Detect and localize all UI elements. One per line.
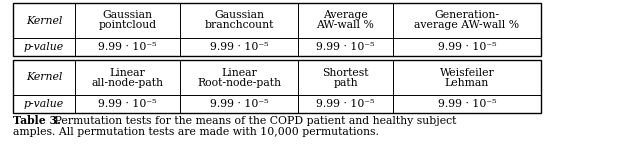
Text: amples. All permutation tests are made with 10,000 permutations.: amples. All permutation tests are made w…: [13, 127, 379, 137]
Text: 9.99 · 10⁻⁵: 9.99 · 10⁻⁵: [99, 42, 157, 52]
Text: pointcloud: pointcloud: [99, 20, 157, 31]
Text: 9.99 · 10⁻⁵: 9.99 · 10⁻⁵: [210, 42, 268, 52]
Text: Table 3.: Table 3.: [13, 115, 61, 126]
Text: p-value: p-value: [24, 99, 64, 109]
Text: Lehman: Lehman: [445, 78, 489, 88]
Text: 9.99 · 10⁻⁵: 9.99 · 10⁻⁵: [438, 99, 496, 109]
Text: Shortest: Shortest: [323, 68, 369, 78]
Text: average AW-wall %: average AW-wall %: [415, 20, 520, 31]
Text: p-value: p-value: [24, 42, 64, 52]
Text: all-node-path: all-node-path: [92, 78, 163, 88]
Text: 9.99 · 10⁻⁵: 9.99 · 10⁻⁵: [210, 99, 268, 109]
Text: 9.99 · 10⁻⁵: 9.99 · 10⁻⁵: [438, 42, 496, 52]
Text: Linear: Linear: [109, 68, 145, 78]
Text: 9.99 · 10⁻⁵: 9.99 · 10⁻⁵: [316, 42, 375, 52]
Bar: [13, 60, 541, 113]
Text: Generation-: Generation-: [435, 10, 499, 20]
Text: 9.99 · 10⁻⁵: 9.99 · 10⁻⁵: [316, 99, 375, 109]
Bar: [13, 3, 541, 56]
Text: Kernel: Kernel: [26, 72, 62, 82]
Text: Permutation tests for the means of the COPD patient and healthy subject: Permutation tests for the means of the C…: [51, 116, 456, 126]
Text: Average: Average: [323, 10, 368, 20]
Text: Gaussian: Gaussian: [214, 10, 264, 20]
Text: branchcount: branchcount: [204, 20, 274, 31]
Text: Root-node-path: Root-node-path: [197, 78, 281, 88]
Text: Kernel: Kernel: [26, 16, 62, 25]
Text: 9.99 · 10⁻⁵: 9.99 · 10⁻⁵: [99, 99, 157, 109]
Text: path: path: [333, 78, 358, 88]
Text: Weisfeiler: Weisfeiler: [440, 68, 494, 78]
Text: Linear: Linear: [221, 68, 257, 78]
Text: Gaussian: Gaussian: [102, 10, 152, 20]
Text: AW-wall %: AW-wall %: [317, 20, 374, 31]
